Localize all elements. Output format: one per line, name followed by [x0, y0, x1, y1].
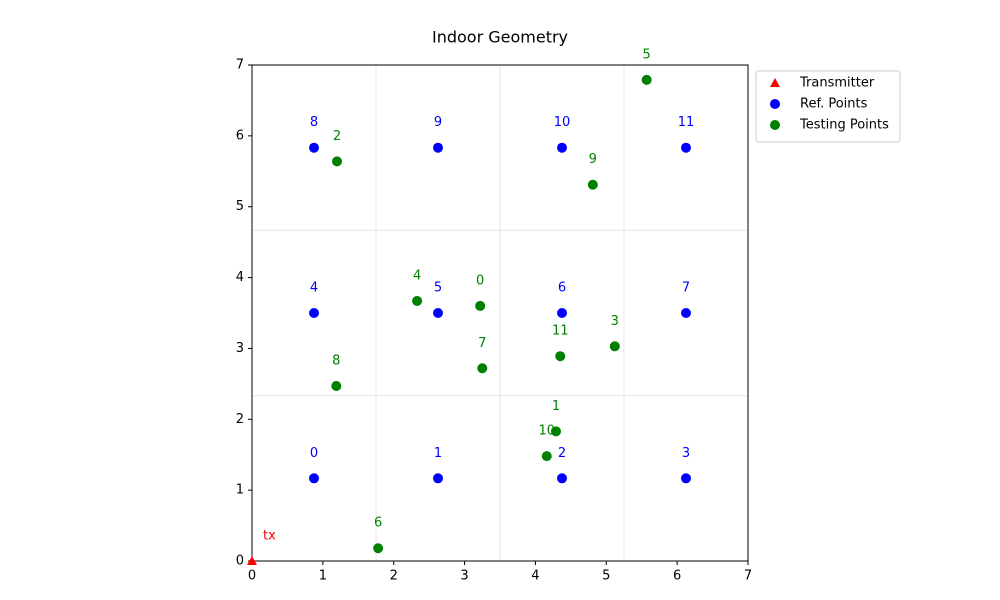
point-label: 2: [558, 446, 566, 461]
x-tick-label: 2: [390, 569, 398, 584]
data-point: [557, 473, 567, 484]
y-tick-label: 5: [236, 199, 244, 214]
point-label: 11: [678, 115, 695, 130]
legend-label: Ref. Points: [800, 97, 868, 112]
point-label: 5: [434, 281, 442, 296]
point-label: 8: [310, 115, 318, 130]
point-label: 9: [589, 152, 597, 167]
point-label: 3: [611, 314, 619, 329]
point-label: 7: [478, 336, 486, 351]
data-point: [557, 142, 567, 153]
data-point: [247, 556, 257, 565]
y-tick-label: 1: [236, 483, 244, 498]
point-label: 4: [413, 268, 421, 283]
data-point: [681, 308, 691, 318]
point-label: 3: [682, 446, 690, 461]
x-tick-label: 6: [673, 569, 681, 584]
point-label: 0: [476, 273, 484, 288]
legend-marker: [770, 99, 780, 109]
y-tick-label: 7: [236, 58, 244, 73]
data-point: [550, 426, 561, 437]
data-point: [331, 380, 342, 391]
point-label: 9: [434, 115, 442, 130]
y-tick-label: 2: [236, 412, 244, 427]
y-tick-label: 0: [236, 554, 244, 569]
point-label: 5: [643, 47, 651, 62]
legend-frame: [755, 70, 901, 143]
legend-marker: [770, 78, 780, 87]
data-point: [641, 74, 652, 85]
legend-marker: [770, 120, 780, 130]
data-point: [541, 451, 552, 462]
point-label: 1: [434, 446, 442, 461]
point-label: 2: [333, 129, 341, 144]
data-point: [309, 142, 319, 153]
point-label: 10: [554, 115, 571, 130]
data-point: [557, 308, 567, 318]
data-point: [681, 473, 691, 484]
data-point: [681, 142, 691, 153]
point-label: 6: [558, 281, 566, 296]
y-tick-label: 4: [236, 270, 244, 285]
data-point: [433, 473, 443, 484]
point-label: 1: [552, 399, 560, 414]
x-tick-label: 4: [531, 569, 539, 584]
point-label: 10: [538, 424, 555, 439]
legend: Transmitter Ref. Points Testing Points: [755, 70, 901, 143]
x-tick-label: 0: [248, 569, 256, 584]
y-tick-label: 3: [236, 341, 244, 356]
data-point: [477, 363, 488, 374]
data-point: [309, 473, 319, 484]
data-point: [555, 351, 566, 362]
x-tick-label: 7: [744, 569, 752, 584]
data-point: [609, 341, 620, 352]
y-tick-label: 6: [236, 128, 244, 143]
data-point: [309, 308, 319, 318]
point-label: 0: [310, 446, 318, 461]
data-point: [332, 156, 343, 167]
data-point: [475, 300, 486, 311]
legend-label: Transmitter: [799, 76, 875, 91]
plot-frame: [251, 64, 749, 562]
chart-title: Indoor Geometry: [432, 28, 568, 47]
point-label: 4: [310, 281, 318, 296]
point-label: 7: [682, 281, 690, 296]
x-tick-label: 1: [319, 569, 327, 584]
data-point: [433, 308, 443, 318]
x-tick-label: 3: [460, 569, 468, 584]
data-point: [412, 295, 423, 306]
data-point: [587, 179, 598, 190]
legend-label: Testing Points: [799, 118, 889, 133]
data-point: [433, 142, 443, 153]
point-label: 6: [374, 516, 382, 531]
x-tick-label: 5: [602, 569, 610, 584]
point-label: tx: [263, 529, 276, 544]
point-label: 8: [332, 353, 340, 368]
point-label: 11: [552, 324, 569, 339]
data-point: [373, 543, 384, 554]
